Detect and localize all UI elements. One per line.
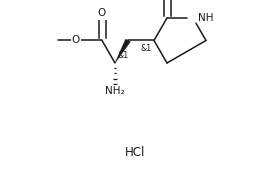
Text: NH: NH: [198, 13, 214, 23]
Text: NH₂: NH₂: [105, 86, 125, 96]
Text: &1: &1: [118, 51, 129, 60]
Text: &1: &1: [141, 44, 152, 53]
Text: O: O: [98, 8, 106, 19]
Text: HCl: HCl: [125, 145, 145, 158]
Polygon shape: [115, 39, 130, 63]
Text: O: O: [72, 35, 80, 45]
